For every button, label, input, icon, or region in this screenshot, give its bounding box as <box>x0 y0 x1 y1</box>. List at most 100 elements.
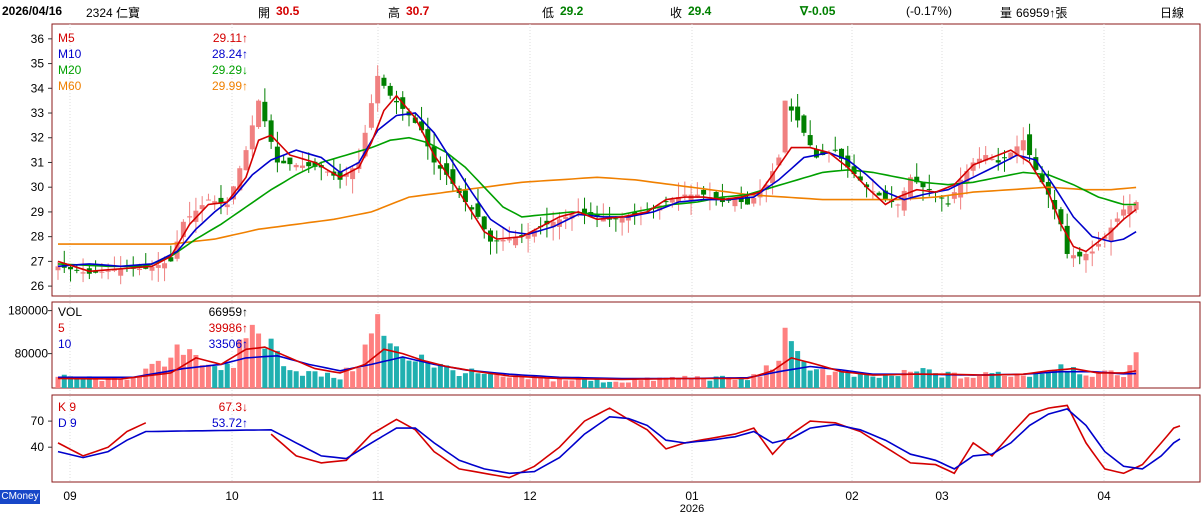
candle-body <box>1001 157 1007 159</box>
volume-bar <box>419 354 425 388</box>
candle-body <box>895 204 901 206</box>
candle-body <box>362 132 368 157</box>
candle-body <box>80 272 86 274</box>
volume-bar <box>456 376 462 388</box>
candle-body <box>676 197 682 203</box>
candle-body <box>105 270 111 272</box>
candle-body <box>462 190 468 203</box>
candle-body <box>136 268 142 271</box>
change-value: ∇-0.05 <box>800 4 836 18</box>
candle-body <box>500 239 506 242</box>
candle-body <box>199 205 205 210</box>
volume-bar <box>224 363 230 388</box>
volume-bar <box>1133 352 1139 388</box>
candle-body <box>744 196 750 205</box>
candle-body <box>513 237 519 246</box>
volume-bar <box>619 382 625 388</box>
price-y-tick-label: 31 <box>31 155 45 169</box>
volume-bar <box>299 375 305 388</box>
volume-bar <box>669 376 675 388</box>
volume-bar <box>243 338 249 388</box>
volume-bar <box>1014 373 1020 388</box>
volume-bar <box>500 376 506 388</box>
volume-bar <box>356 367 362 388</box>
candle-body <box>951 192 957 199</box>
volume-bar <box>544 377 550 388</box>
volume-bar <box>74 377 80 388</box>
candle-body <box>111 269 117 271</box>
volume-bar <box>763 365 769 388</box>
candle-body <box>525 233 531 239</box>
volume-bar <box>268 338 274 388</box>
volume-bar <box>1020 375 1026 388</box>
volume-bar <box>1089 376 1095 388</box>
volume-legend-value: 66959↑ <box>209 305 248 319</box>
candle-body <box>368 103 374 128</box>
volume-bar <box>757 376 763 388</box>
candle-body <box>694 194 700 197</box>
volume-bar <box>663 377 669 388</box>
candle-body <box>381 77 387 86</box>
candle-body <box>1108 227 1114 242</box>
candle-body <box>312 161 318 167</box>
candle-body <box>224 204 230 208</box>
candle-body <box>1133 202 1139 210</box>
candle-body <box>663 201 669 203</box>
volume-bar <box>68 376 74 388</box>
volume-bar <box>531 377 537 388</box>
volume-legend-value: 39986↑ <box>209 321 248 335</box>
candle-body <box>1045 181 1051 195</box>
volume-bar <box>387 343 393 388</box>
candle-body <box>268 120 274 142</box>
candle-body <box>412 117 418 123</box>
candle-body <box>1052 199 1058 210</box>
month-label: 10 <box>225 489 239 503</box>
volume-bar <box>644 377 650 388</box>
volume-bar <box>143 368 149 388</box>
volume-bar <box>124 379 130 388</box>
volume-bar <box>425 362 431 388</box>
volume-bar <box>118 378 124 388</box>
volume-bar <box>525 379 531 388</box>
candle-body <box>544 220 550 225</box>
candle-body <box>425 129 431 147</box>
volume-bar <box>519 375 525 388</box>
candle-body <box>1033 157 1039 170</box>
candle-body <box>939 197 945 199</box>
candle-body <box>74 269 80 271</box>
candle-body <box>393 100 399 103</box>
candle-body <box>212 201 218 203</box>
candle-body <box>243 150 249 171</box>
volume-bar <box>563 380 569 388</box>
price-legend-name: M60 <box>58 79 82 93</box>
volume-bar <box>707 380 713 388</box>
volume-bar <box>406 360 412 388</box>
volume-bar <box>481 373 487 388</box>
candle-body <box>193 210 199 222</box>
volume-bar <box>788 341 794 388</box>
candle-body <box>299 165 305 168</box>
volume-bar <box>864 373 870 388</box>
candle-body <box>776 157 782 166</box>
volume-bar <box>882 374 888 388</box>
volume-bar <box>274 350 280 388</box>
candle-body <box>550 221 556 228</box>
volume-bar <box>174 344 180 388</box>
quote-date: 2026/04/16 <box>2 4 63 18</box>
kd-panel-frame <box>51 394 1201 483</box>
volume-bar <box>550 381 556 388</box>
volume-bar <box>212 366 218 388</box>
volume-bar <box>857 373 863 388</box>
price-legend-value: 29.99↑ <box>212 79 248 93</box>
price-legend-name: M20 <box>58 63 82 77</box>
month-label: 02 <box>845 489 859 503</box>
volume-bar <box>337 379 343 388</box>
candle-body <box>563 216 569 219</box>
candle-body <box>293 164 299 168</box>
volume-bar <box>1070 367 1076 388</box>
volume-ma5-line <box>57 346 1137 381</box>
price-y-tick-label: 26 <box>31 279 45 293</box>
price-y-tick-label: 33 <box>31 106 45 120</box>
volume-bar <box>895 376 901 388</box>
